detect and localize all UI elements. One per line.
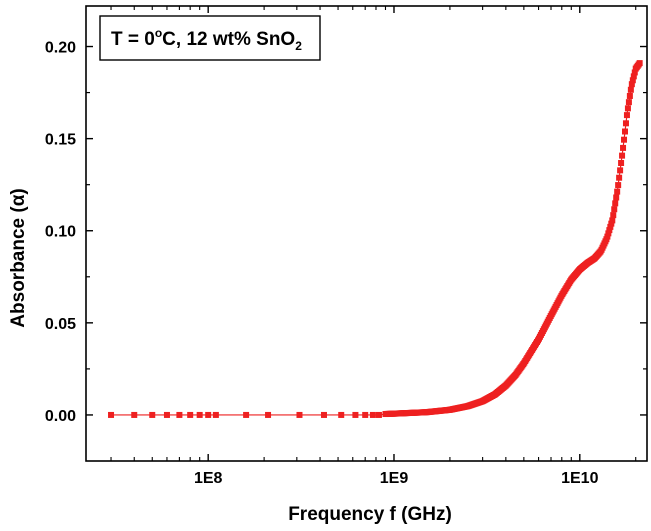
- y-tick-label: 0.00: [45, 408, 76, 425]
- data-point: [131, 411, 138, 418]
- data-point: [616, 174, 623, 181]
- data-point: [629, 77, 636, 84]
- y-tick-label: 0.15: [45, 132, 76, 149]
- data-point: [176, 411, 183, 418]
- plot-frame: [85, 5, 648, 462]
- data-point: [627, 86, 634, 93]
- data-point: [605, 230, 612, 237]
- data-point: [610, 212, 617, 219]
- data-point: [620, 144, 627, 151]
- data-point: [619, 152, 626, 159]
- y-tick-label: 0.10: [45, 224, 76, 241]
- data-point: [614, 188, 621, 195]
- data-point: [628, 81, 635, 88]
- legend-degree: o: [155, 26, 162, 40]
- legend-label: T = 0oC, 12 wt% SnO2: [111, 26, 302, 53]
- data-point: [338, 411, 345, 418]
- x-axis-title: Frequency f (GHz): [288, 504, 452, 525]
- data-point: [621, 136, 628, 143]
- data-point: [243, 411, 250, 418]
- data-point: [625, 99, 632, 106]
- data-point: [187, 411, 194, 418]
- data-point: [375, 411, 382, 418]
- data-point: [212, 411, 219, 418]
- data-point: [108, 411, 115, 418]
- legend-subscript: 2: [295, 39, 302, 53]
- data-point: [630, 73, 637, 80]
- data-point: [352, 411, 359, 418]
- data-point: [607, 223, 614, 230]
- data-point: [622, 120, 629, 127]
- legend: T = 0oC, 12 wt% SnO2: [99, 15, 321, 61]
- data-point: [609, 217, 616, 224]
- legend-text-mid: C, 12 wt% SnO: [162, 29, 295, 50]
- data-point: [611, 206, 618, 213]
- data-point: [149, 411, 156, 418]
- data-point: [613, 194, 620, 201]
- legend-text-main: T = 0: [111, 29, 155, 50]
- y-tick-label: 0.20: [45, 40, 76, 57]
- data-point: [196, 411, 203, 418]
- data-point: [205, 411, 212, 418]
- data-point: [612, 200, 619, 207]
- data-point: [606, 227, 613, 234]
- data-point: [608, 220, 615, 227]
- data-point: [621, 128, 628, 135]
- data-point: [320, 411, 327, 418]
- legend-box: [99, 15, 321, 61]
- data-point: [604, 233, 611, 240]
- data-point: [265, 411, 272, 418]
- data-point: [623, 112, 630, 119]
- data-point: [618, 159, 625, 166]
- data-point: [362, 411, 369, 418]
- x-tick-label: 1E10: [561, 470, 598, 487]
- y-tick-label: 0.05: [45, 316, 76, 333]
- data-point: [626, 92, 633, 99]
- data-point: [636, 60, 643, 67]
- data-point: [624, 105, 631, 112]
- data-point: [163, 411, 170, 418]
- x-tick-label: 1E9: [380, 470, 409, 487]
- data-point: [369, 411, 376, 418]
- data-point: [615, 182, 622, 189]
- x-tick-label: 1E8: [194, 470, 223, 487]
- data-point: [631, 69, 638, 76]
- data-point: [296, 411, 303, 418]
- y-axis-title: Absorbance (α): [8, 188, 29, 327]
- data-point: [617, 167, 624, 174]
